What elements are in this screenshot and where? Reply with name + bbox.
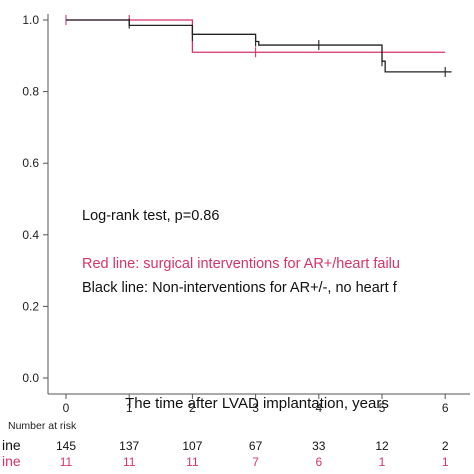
x-tick-label: 2 (189, 401, 196, 415)
annotation-3: Black line: Non-interventions for AR+/-,… (82, 280, 398, 296)
risk-value: 7 (252, 455, 259, 469)
risk-value: 11 (123, 455, 136, 469)
risk-value: 33 (312, 439, 326, 453)
y-tick-label: 0.2 (22, 299, 39, 313)
series-line-2 (66, 19, 452, 73)
x-tick-label: 3 (252, 401, 259, 415)
y-tick-label: 0.8 (22, 85, 39, 99)
x-tick-label: 0 (63, 401, 70, 415)
risk-row-label: ine (2, 437, 21, 453)
annotation-1: Log-rank test, p=0.86 (82, 208, 219, 224)
risk-value: 107 (182, 439, 202, 453)
risk-value: 137 (119, 439, 139, 453)
y-tick-label: 0.4 (22, 228, 39, 242)
risk-value: 6 (315, 455, 322, 469)
risk-value: 67 (249, 439, 263, 453)
risk-table-header: Number at risk (8, 420, 77, 432)
y-tick-label: 1.0 (22, 13, 39, 27)
risk-value: 11 (60, 455, 73, 469)
risk-value: 1 (379, 455, 386, 469)
risk-value: 145 (56, 439, 76, 453)
risk-value: 12 (375, 439, 389, 453)
y-tick-label: 0.0 (22, 371, 39, 385)
x-tick-label: 4 (315, 401, 322, 415)
y-tick-label: 0.6 (22, 156, 39, 170)
x-tick-label: 1 (126, 401, 133, 415)
risk-value: 2 (442, 439, 449, 453)
x-tick-label: 6 (442, 401, 449, 415)
risk-row-label: ine (2, 453, 21, 469)
risk-value: 11 (186, 455, 199, 469)
risk-value: 1 (442, 455, 449, 469)
x-tick-label: 5 (379, 401, 386, 415)
x-axis-label: The time after LVAD implantation, years (125, 395, 389, 412)
annotation-2: Red line: surgical interventions for AR+… (82, 256, 400, 272)
